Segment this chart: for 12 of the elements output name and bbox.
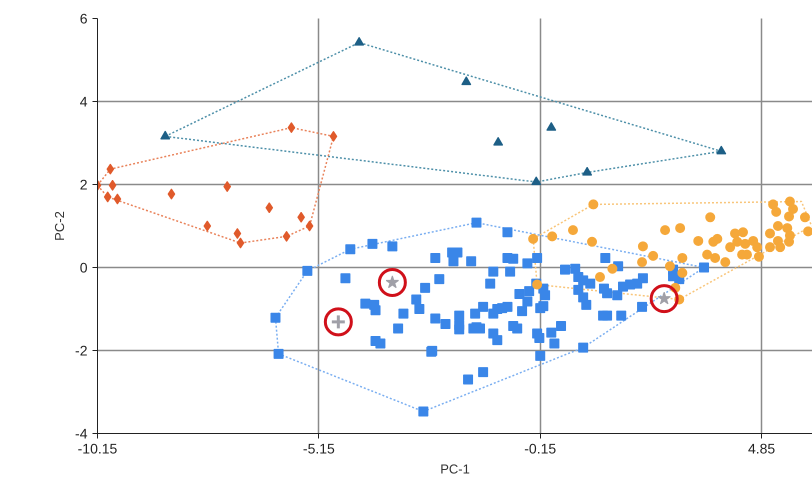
y-tick-label: -4 — [75, 426, 88, 442]
y-tick-label: -2 — [75, 342, 88, 358]
x-tick-label: 4.85 — [748, 440, 776, 456]
y-tick-label: 0 — [80, 260, 88, 276]
y-axis-title: PC-2 — [52, 211, 68, 241]
y-tick-label: 6 — [80, 10, 88, 26]
x-tick-label: -0.15 — [524, 440, 556, 456]
y-tick-label: 4 — [80, 94, 88, 110]
x-tick-label: -5.15 — [302, 440, 336, 456]
y-tick-label: 2 — [80, 176, 88, 192]
x-axis-title: PC-1 — [440, 462, 470, 476]
x-tick-label: -10.15 — [78, 440, 118, 456]
